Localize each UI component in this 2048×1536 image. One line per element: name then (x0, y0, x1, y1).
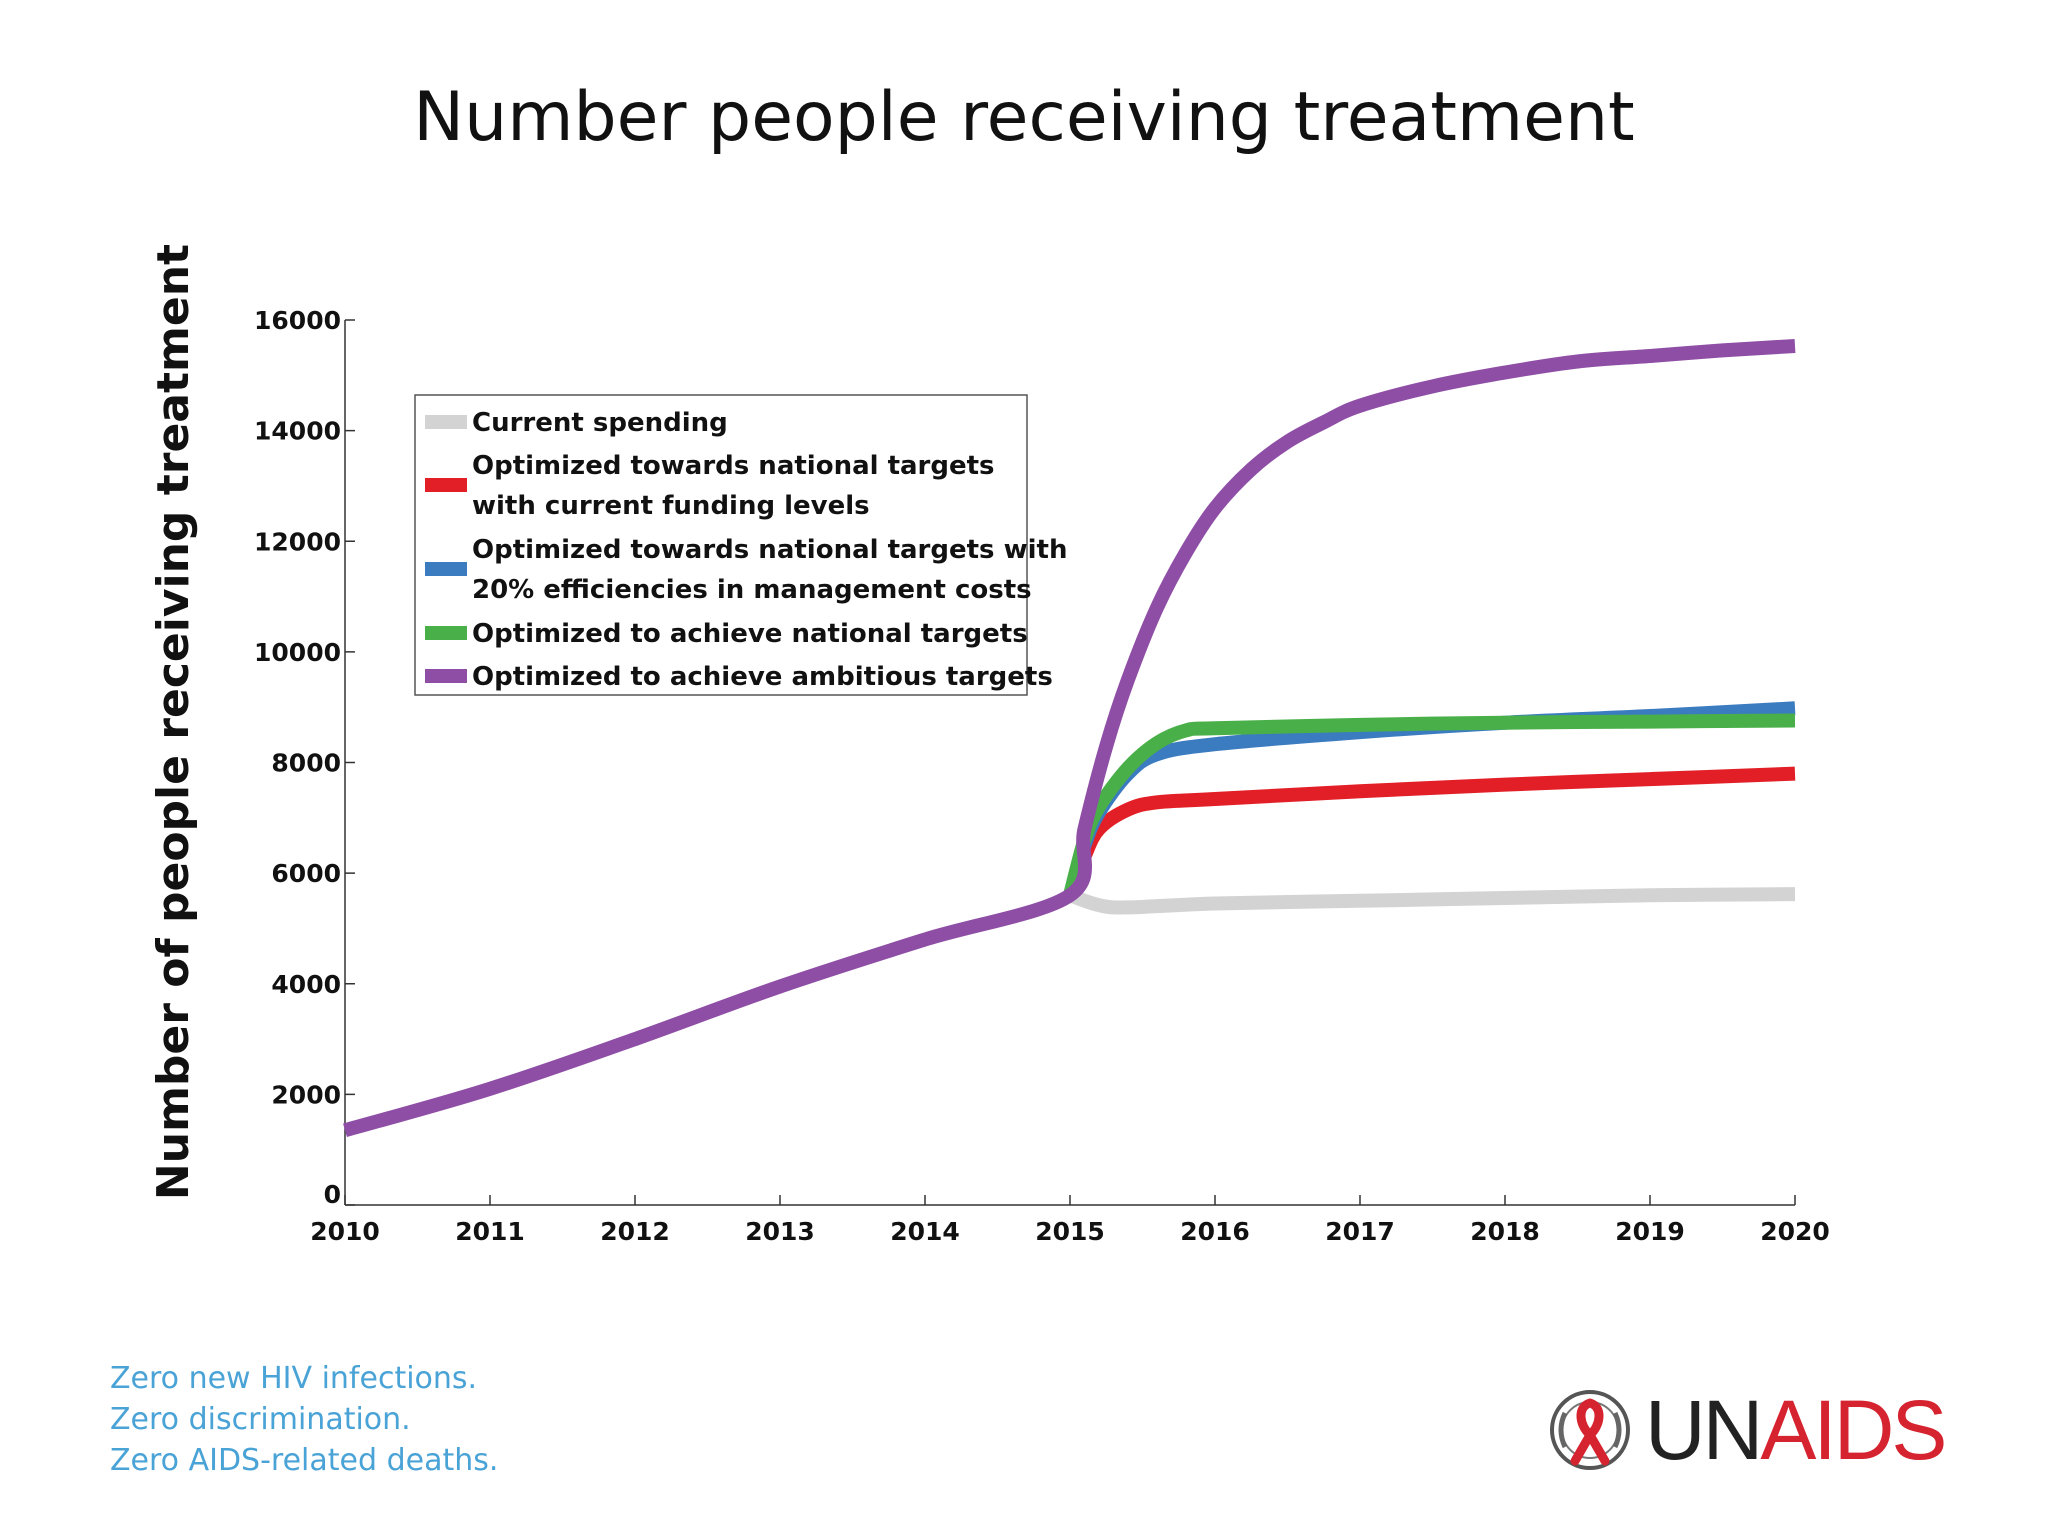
y-axis-label: Number of people receiving treatment (148, 244, 199, 1200)
legend-label: Optimized towards national targets (472, 451, 995, 481)
chart-legend: Current spending Optimized towards nation… (414, 394, 1067, 696)
x-tick-label: 2016 (1180, 1217, 1250, 1246)
tagline: Zero new HIV infections. Zero discrimina… (110, 1358, 498, 1481)
y-tick-label: 4000 (271, 970, 341, 999)
x-tick-label: 2013 (745, 1217, 815, 1246)
legend-label: 20% efficiencies in management costs (472, 575, 1032, 605)
x-tick-label: 2011 (455, 1217, 525, 1246)
y-tick-label: 16000 (254, 306, 341, 335)
series-line (1063, 713, 1796, 898)
series-line (1067, 887, 1796, 915)
x-tick-label: 2019 (1615, 1217, 1685, 1246)
y-tick-label: 12000 (254, 527, 341, 556)
tagline-line: Zero discrimination. (110, 1402, 411, 1437)
y-tick-label: 0 (324, 1180, 341, 1209)
logo-un: UN (1645, 1383, 1763, 1477)
legend-label: Current spending (472, 408, 728, 438)
series-line (1063, 766, 1796, 898)
logo-wordmark: UNAIDS (1645, 1383, 1947, 1477)
un-emblem-red-ribbon-icon (1550, 1390, 1630, 1470)
chart-series (343, 339, 1796, 1138)
tagline-line: Zero new HIV infections. (110, 1361, 478, 1396)
x-tick-label: 2014 (890, 1217, 960, 1246)
x-tick-label: 2015 (1035, 1217, 1105, 1246)
legend-label: Optimized to achieve national targets (472, 619, 1028, 649)
chart-axes: 0 2000 4000 6000 8000 10000 12000 14000 16000 201… (254, 306, 1830, 1246)
legend-label: Optimized to achieve ambitious targets (472, 662, 1053, 692)
y-tick-label: 6000 (271, 859, 341, 888)
y-tick-label: 2000 (271, 1080, 341, 1109)
legend-label: Optimized towards national targets with (472, 535, 1067, 565)
series-line (343, 339, 1796, 1138)
x-tick-label: 2020 (1760, 1217, 1830, 1246)
x-tick-label: 2010 (310, 1217, 380, 1246)
legend-label: with current funding levels (472, 491, 870, 521)
y-tick-label: 8000 (271, 749, 341, 778)
slide-title: Number people receiving treatment (413, 78, 1635, 157)
y-tick-label: 14000 (254, 417, 341, 446)
tagline-line: Zero AIDS-related deaths. (110, 1443, 499, 1478)
y-tick-label: 10000 (254, 638, 341, 667)
x-tick-label: 2017 (1325, 1217, 1395, 1246)
unaids-logo: UNAIDS (1545, 1383, 1947, 1477)
legend-box (414, 394, 1028, 696)
x-tick-label: 2018 (1470, 1217, 1540, 1246)
x-tick-label: 2012 (600, 1217, 670, 1246)
logo-aids: AIDS (1760, 1383, 1947, 1477)
